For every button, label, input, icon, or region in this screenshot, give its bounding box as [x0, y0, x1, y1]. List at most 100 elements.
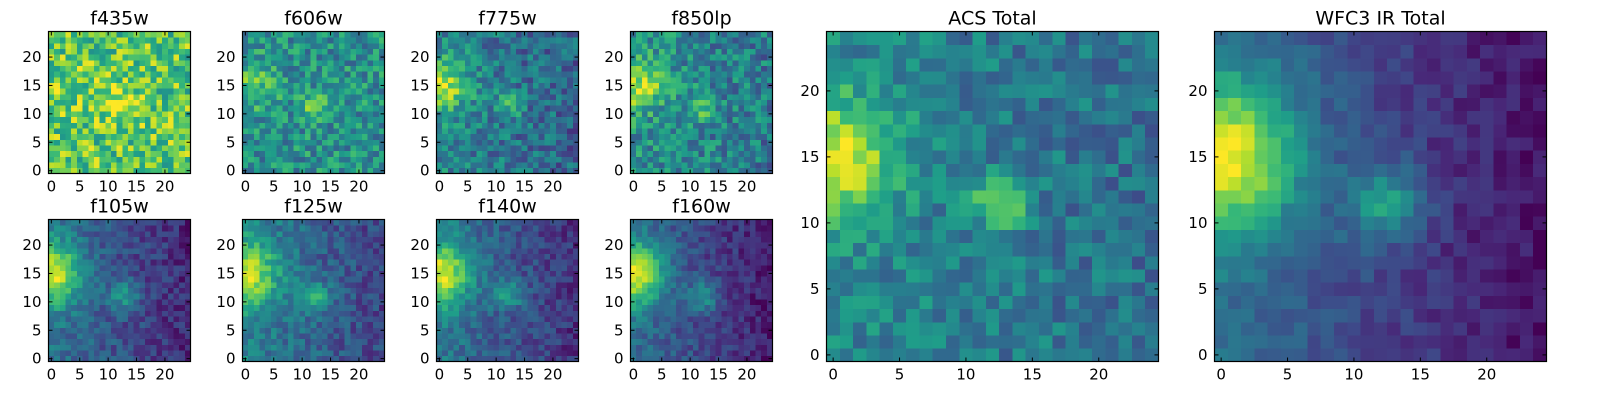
- heatmap-cell: [447, 333, 454, 340]
- heatmap-cell: [128, 264, 135, 272]
- heatmap-cell: [453, 122, 460, 129]
- heatmap-cell: [282, 76, 289, 84]
- heatmap-cell: [122, 150, 129, 157]
- heatmap-cell: [692, 304, 700, 311]
- heatmap-cell: [105, 105, 112, 112]
- heatmap-cell: [310, 42, 317, 49]
- heatmap-cell: [59, 65, 66, 72]
- heatmap-cell: [476, 167, 483, 174]
- heatmap-cell: [721, 287, 728, 294]
- heatmap-cell: [641, 145, 648, 152]
- heatmap-cell: [687, 281, 694, 289]
- heatmap-cell: [373, 230, 380, 237]
- heatmap-cell: [476, 236, 483, 243]
- heatmap-cell: [442, 76, 449, 84]
- heatmap-cell: [464, 242, 471, 249]
- heatmap-cell: [76, 156, 83, 163]
- heatmap-cell: [653, 162, 660, 169]
- heatmap-cell: [179, 333, 186, 340]
- heatmap-cell: [755, 344, 762, 351]
- heatmap-cell: [738, 116, 745, 123]
- heatmap-cell: [476, 145, 483, 152]
- heatmap-cell: [567, 259, 574, 266]
- heatmap-cell: [139, 133, 146, 140]
- heatmap-cell: [732, 122, 739, 129]
- heatmap-cell: [259, 116, 266, 123]
- heatmap-cell: [561, 145, 568, 152]
- heatmap-cell: [253, 264, 260, 272]
- heatmap-cell: [504, 54, 511, 61]
- heatmap-cell: [65, 156, 72, 163]
- heatmap-cell: [436, 276, 443, 283]
- heatmap-cell: [253, 116, 260, 123]
- heatmap-cell: [487, 259, 494, 266]
- heatmap-cell: [732, 293, 739, 300]
- heatmap-cell: [447, 105, 454, 112]
- heatmap-cell: [173, 48, 180, 55]
- heatmap-cell: [738, 145, 745, 152]
- heatmap-cell: [710, 299, 717, 306]
- heatmap-cell: [59, 122, 66, 129]
- heatmap-cell: [253, 105, 260, 112]
- heatmap-cell: [550, 37, 557, 44]
- heatmap-cell: [675, 167, 683, 174]
- heatmap-cell: [88, 310, 95, 317]
- heatmap-cell: [270, 225, 277, 232]
- heatmap-cell: [698, 344, 705, 351]
- heatmap-cell: [521, 111, 528, 118]
- heatmap-cell: [110, 293, 118, 300]
- heatmap-cell: [681, 128, 688, 135]
- heatmap-cell: [110, 105, 118, 112]
- heatmap-cell: [555, 150, 562, 157]
- heatmap-cell: [48, 264, 55, 272]
- heatmap-cell: [510, 42, 517, 49]
- heatmap-cell: [692, 321, 700, 328]
- heatmap-cell: [453, 338, 460, 345]
- heatmap-cell: [350, 344, 357, 351]
- heatmap-cell: [310, 65, 317, 72]
- heatmap-cell: [167, 128, 174, 135]
- heatmap-cell: [59, 247, 66, 254]
- heatmap-cell: [732, 304, 739, 311]
- heatmap-cell: [93, 111, 101, 118]
- heatmap-cell: [139, 293, 146, 300]
- heatmap-cell: [687, 59, 694, 66]
- heatmap-cell: [447, 287, 454, 294]
- heatmap-cell: [498, 111, 506, 118]
- heatmap-cell: [459, 333, 466, 340]
- heatmap-cell: [150, 71, 157, 78]
- heatmap-cell: [749, 99, 756, 106]
- heatmap-cell: [179, 105, 186, 112]
- heatmap-cell: [533, 338, 540, 345]
- heatmap-cell: [744, 276, 751, 283]
- heatmap-cell: [766, 162, 773, 169]
- heatmap-cell: [504, 281, 511, 289]
- heatmap-cell: [647, 42, 654, 49]
- heatmap-cell: [555, 299, 562, 306]
- heatmap-cell: [93, 65, 101, 72]
- heatmap-cell: [470, 276, 477, 283]
- heatmap-cell: [470, 65, 477, 72]
- heatmap-cell: [93, 105, 101, 112]
- heatmap-cell: [71, 31, 78, 38]
- heatmap-cell: [550, 162, 557, 169]
- heatmap-cell: [715, 76, 722, 84]
- heatmap-cell: [65, 219, 72, 226]
- heatmap-cell: [738, 276, 745, 283]
- heatmap-cell: [561, 54, 568, 61]
- heatmap-cell: [373, 150, 380, 157]
- heatmap-cell: [641, 150, 648, 157]
- heatmap-cell: [681, 93, 688, 101]
- heatmap-cell: [470, 242, 477, 249]
- heatmap-cell: [481, 133, 489, 140]
- heatmap-cell: [670, 310, 677, 317]
- heatmap-cell: [88, 276, 95, 283]
- heatmap-cell: [299, 333, 306, 340]
- heatmap-cell: [544, 236, 551, 243]
- heatmap-cell: [459, 293, 466, 300]
- heatmap-cell: [350, 128, 357, 135]
- heatmap-cell: [538, 333, 545, 340]
- heatmap-cell: [636, 270, 643, 277]
- heatmap-cell: [470, 150, 477, 157]
